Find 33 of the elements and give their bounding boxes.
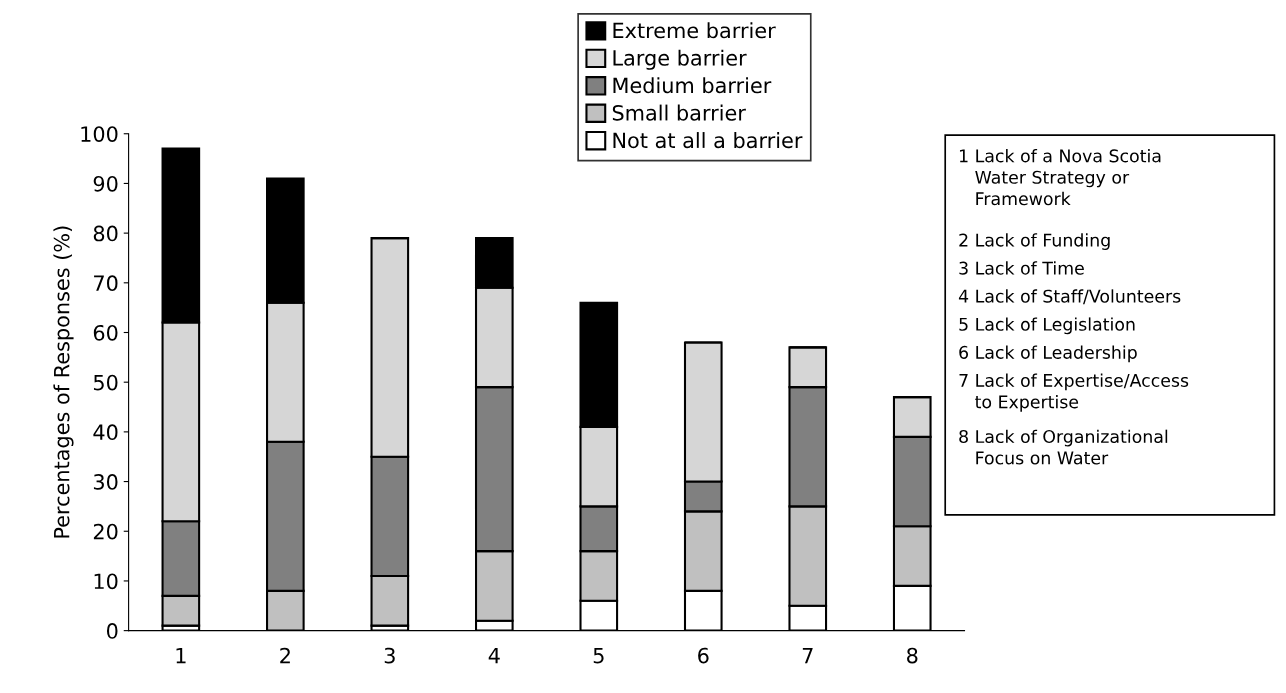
y-tick-label: 40 [93,424,118,441]
x-tick-label: 6 [698,647,709,664]
legend-label: Large barrier [613,49,747,70]
annotation: 2 Lack of Funding [959,233,1110,250]
annotation: 5 Lack of Legislation [959,317,1135,335]
y-tick-label: 30 [93,474,118,490]
annotation: 1 Lack of a Nova Scotia Water Strategy or Framework [959,148,1161,206]
y-tick-label: 80 [93,225,118,242]
y-tick-label: 70 [94,275,118,292]
legend-label: Medium barrier [613,77,772,94]
x-tick-label: 8 [907,647,918,664]
y-tick-label: 0 [107,623,118,639]
x-tick-label: 2 [280,647,290,664]
y-axis-title: Percentages of Responses (%) [53,226,74,538]
y-tick-label: 20 [93,523,118,540]
legend-label: Not at all a barrier [613,132,803,149]
y-tick-label: 10 [94,573,118,590]
x-tick-label: 1 [176,647,186,664]
legend-label: Small barrier [612,104,746,121]
annotation: 8 Lack of Organizational Focus on Water [959,429,1168,465]
x-tick-label: 4 [488,647,500,664]
legend-label: Extreme barrier [613,22,776,39]
y-tick-label: 50 [93,374,118,391]
annotation: 3 Lack of Time [959,261,1084,275]
x-tick-label: 5 [593,647,604,664]
x-tick-label: 7 [802,647,813,664]
annotation: 6 Lack of Leadership [959,345,1137,363]
x-tick-label: 3 [384,647,395,664]
y-tick-label: 90 [93,175,118,192]
annotation: 4 Lack of Staff/Volunteers [958,289,1181,305]
y-tick-label: 100 [81,126,118,142]
annotation: 7 Lack of Expertise/Access to Expertise [959,373,1189,412]
y-tick-label: 60 [93,324,118,341]
